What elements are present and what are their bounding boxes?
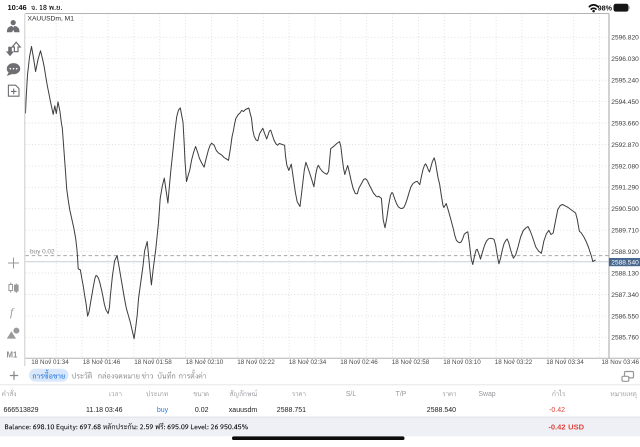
svg-text:2592.870: 2592.870 (611, 142, 639, 149)
svg-text:f: f (10, 307, 15, 319)
svg-text:USD: USD (568, 423, 584, 432)
svg-text:2590.500: 2590.500 (611, 206, 639, 213)
svg-text:2596.030: 2596.030 (611, 56, 639, 63)
svg-text:Swap: Swap (478, 391, 495, 398)
svg-text:2589.710: 2589.710 (611, 228, 639, 235)
svg-text:2586.550: 2586.550 (611, 313, 639, 320)
svg-text:2587.340: 2587.340 (611, 292, 639, 299)
svg-text:2594.450: 2594.450 (611, 99, 639, 106)
svg-text:2588.540: 2588.540 (427, 407, 456, 414)
svg-text:18 Nov 02:10: 18 Nov 02:10 (186, 359, 224, 366)
svg-text:-0.42: -0.42 (549, 407, 565, 414)
svg-text:18 Nov 01:46: 18 Nov 01:46 (83, 359, 121, 366)
svg-text:2588.751: 2588.751 (277, 407, 306, 414)
svg-text:18 Nov 03:34: 18 Nov 03:34 (546, 359, 584, 366)
svg-text:10:46: 10:46 (8, 3, 27, 12)
svg-text:18 Nov 02:22: 18 Nov 02:22 (237, 359, 275, 366)
svg-text:18 Nov 03:22: 18 Nov 03:22 (495, 359, 533, 366)
svg-text:buy 0.02: buy 0.02 (30, 249, 55, 256)
svg-text:2588.920: 2588.920 (611, 249, 639, 256)
svg-text:18 Nov 01:34: 18 Nov 01:34 (31, 359, 69, 366)
svg-text:XAUUSDm, M1: XAUUSDm, M1 (28, 15, 75, 22)
svg-text:18 Nov 01:58: 18 Nov 01:58 (134, 359, 172, 366)
svg-text:18 Nov 02:46: 18 Nov 02:46 (340, 359, 378, 366)
svg-text:2588.540: 2588.540 (611, 259, 639, 266)
svg-text:2588.130: 2588.130 (611, 270, 639, 277)
svg-text:S/L: S/L (346, 391, 357, 398)
svg-text:18 Nov 03:10: 18 Nov 03:10 (443, 359, 481, 366)
svg-text:18 Nov 02:34: 18 Nov 02:34 (289, 359, 327, 366)
svg-text:buy: buy (157, 407, 169, 414)
svg-text:666513829: 666513829 (4, 407, 39, 414)
svg-text:2596.820: 2596.820 (611, 35, 639, 42)
svg-text:xauusdm: xauusdm (229, 407, 258, 414)
svg-text:2591.290: 2591.290 (611, 185, 639, 192)
svg-text:0.02: 0.02 (195, 407, 209, 414)
svg-text:2593.660: 2593.660 (611, 120, 639, 127)
svg-text:98%: 98% (598, 3, 613, 12)
svg-text:18 Nov 02:58: 18 Nov 02:58 (392, 359, 430, 366)
svg-text:T/P: T/P (396, 391, 407, 398)
svg-text:2585.760: 2585.760 (611, 335, 639, 342)
svg-text:18 Nov 03:46: 18 Nov 03:46 (602, 359, 640, 366)
svg-text:2592.080: 2592.080 (611, 163, 639, 170)
svg-text:-0.42: -0.42 (548, 423, 565, 432)
svg-text:2595.240: 2595.240 (611, 78, 639, 85)
svg-text:11.18 03:46: 11.18 03:46 (86, 407, 123, 414)
svg-text:M1: M1 (7, 351, 18, 360)
